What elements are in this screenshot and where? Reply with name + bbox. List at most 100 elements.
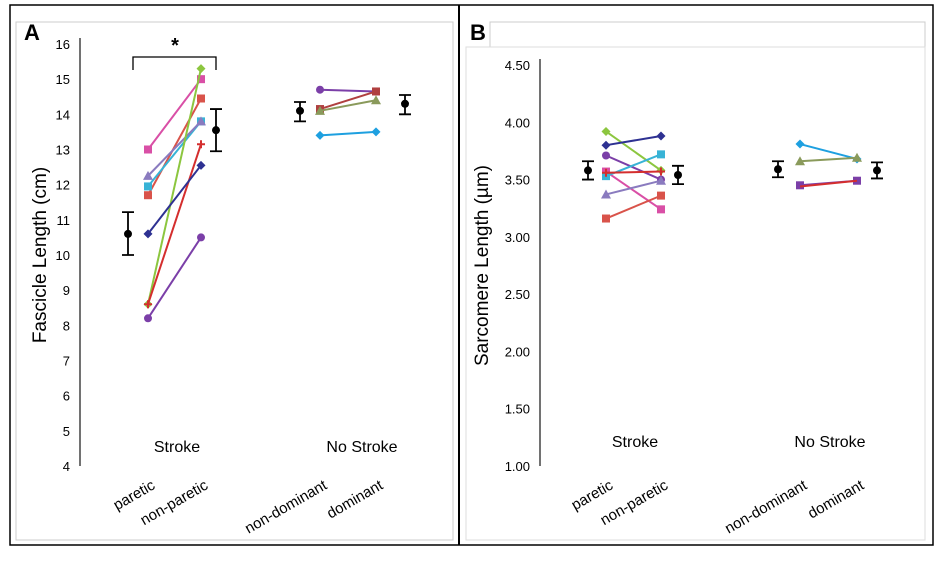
panel-a-frame — [15, 21, 454, 541]
mean-point — [212, 126, 220, 135]
series-line — [799, 156, 858, 163]
y-tick-label: 1.00 — [505, 459, 530, 474]
y-axis-label: Fascicle Length (cm) — [30, 167, 51, 343]
data-point-diamond — [196, 64, 206, 74]
y-tick-label: 2.00 — [505, 344, 530, 359]
data-point-square — [197, 75, 205, 84]
data-point-diamond — [795, 139, 805, 149]
data-point-circle — [197, 233, 205, 242]
data-point-diamond — [656, 131, 666, 141]
data-point-square — [657, 150, 665, 159]
y-tick-label: 4.50 — [505, 58, 530, 73]
data-point-diamond — [315, 130, 325, 140]
mean-point — [674, 170, 682, 179]
panel-label: B — [470, 20, 486, 45]
y-tick-label: 4 — [63, 459, 70, 474]
series-line — [147, 143, 202, 305]
data-point-square — [602, 214, 610, 223]
data-point-triangle — [315, 105, 325, 115]
series-line — [147, 78, 202, 151]
group-label: No Stroke — [794, 434, 865, 451]
y-tick-label: 13 — [56, 143, 70, 158]
data-point-circle — [316, 85, 324, 94]
data-point-diamond — [601, 140, 611, 150]
x-tick-label: non-dominant — [722, 476, 811, 537]
data-point-triangle — [795, 156, 805, 166]
series-line — [147, 68, 202, 305]
series-line — [319, 88, 377, 93]
mean-point — [296, 106, 304, 115]
y-tick-label: 6 — [63, 389, 70, 404]
series-line — [147, 98, 202, 196]
mean-point — [873, 166, 881, 175]
series-line — [605, 194, 662, 220]
data-point-square — [144, 145, 152, 154]
series-line — [605, 130, 662, 172]
y-tick-label: 11 — [57, 213, 71, 228]
group-label: No Stroke — [326, 439, 397, 456]
data-point-plus — [197, 140, 205, 149]
x-tick-label: dominant — [324, 476, 387, 522]
data-point-diamond — [601, 126, 611, 136]
chart-a: A 4 5 6 7 8 9 10 11 12 13 14 15 16 Fascicle Length (cm… — [24, 20, 411, 537]
data-point-triangle — [196, 116, 206, 126]
y-tick-label: 7 — [63, 354, 70, 369]
y-tick-label: 16 — [56, 37, 70, 52]
data-point-circle — [144, 314, 152, 323]
data-point-triangle — [371, 95, 381, 105]
mean-point — [124, 229, 132, 238]
x-tick-label: dominant — [805, 476, 868, 522]
y-tick-label: 10 — [56, 248, 70, 263]
series-line — [799, 143, 858, 160]
mean-point — [774, 165, 782, 174]
data-point-diamond — [371, 127, 381, 137]
y-tick-label: 15 — [56, 72, 70, 87]
series-line — [319, 90, 377, 111]
series-line — [319, 99, 377, 112]
series-line — [147, 164, 202, 235]
data-point-triangle — [656, 175, 666, 185]
y-tick-label: 1.50 — [505, 402, 530, 417]
y-tick-label: 5 — [63, 424, 70, 439]
y-tick-label: 3.00 — [505, 230, 530, 245]
significance-bracket — [132, 56, 217, 70]
data-point-plus — [144, 300, 152, 309]
y-tick-label: 9 — [63, 283, 70, 298]
data-point-triangle — [852, 152, 862, 162]
data-point-square — [197, 94, 205, 103]
data-point-plus — [602, 168, 610, 177]
series-line — [147, 120, 202, 177]
series-line — [147, 236, 202, 319]
data-point-square — [657, 191, 665, 200]
series-line — [799, 179, 858, 188]
series-line — [605, 170, 662, 211]
figure-border — [9, 4, 934, 546]
y-tick-label: 8 — [63, 318, 70, 333]
series-line — [605, 179, 662, 196]
data-point-square — [372, 87, 380, 96]
panel-b-frame — [465, 46, 926, 541]
y-tick-label: 4.00 — [505, 115, 530, 130]
data-point-plus — [657, 167, 665, 176]
y-tick-label: 2.50 — [505, 287, 530, 302]
y-tick-label: 14 — [56, 107, 70, 122]
data-point-square — [657, 205, 665, 214]
panel-label: A — [24, 20, 40, 45]
series-line — [605, 135, 662, 147]
significance-asterisk: * — [171, 35, 179, 57]
chart-b: B 1.00 1.50 2.00 2.50 3.00 3.50 4.00 4.50 Sarcome… — [470, 20, 883, 537]
x-tick-label: non-dominant — [242, 476, 331, 537]
data-point-diamond — [143, 229, 153, 239]
series-line — [605, 154, 662, 181]
mean-point — [584, 166, 592, 175]
y-axis-label: Sarcomere Length (µm) — [472, 165, 493, 366]
data-point-triangle — [601, 189, 611, 199]
y-tick-label: 3.50 — [505, 173, 530, 188]
series-line — [319, 130, 377, 137]
data-point-square — [796, 181, 804, 190]
data-point-triangle — [143, 170, 153, 180]
mean-point — [401, 99, 409, 108]
data-point-diamond — [196, 160, 206, 170]
group-label: Stroke — [154, 439, 200, 456]
panel-b-header-frame — [489, 21, 926, 48]
